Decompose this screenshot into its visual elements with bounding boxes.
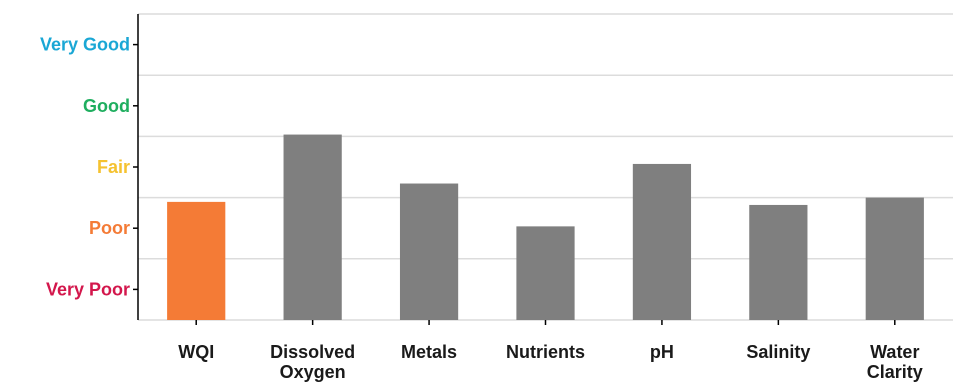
y-tick-label-very-poor: Very Poor xyxy=(46,279,130,299)
x-tick-label-water-clarity: Water Clarity xyxy=(867,342,923,382)
x-tick-label-metals: Metals xyxy=(401,342,457,362)
x-tick-label-wqi: WQI xyxy=(178,342,214,362)
x-tick-label-dissolved-oxygen: Dissolved Oxygen xyxy=(270,342,355,382)
gridlines xyxy=(138,13,953,321)
y-tick-label-fair: Fair xyxy=(97,157,130,177)
bar-metals xyxy=(399,183,459,320)
bars xyxy=(167,134,924,320)
y-tick-labels: Very Poor Poor Fair Good Very Good xyxy=(40,35,130,300)
bar-ph xyxy=(632,163,692,320)
y-tick-label-poor: Poor xyxy=(89,218,130,238)
bar-salinity xyxy=(749,204,808,320)
y-tick-label-very-good: Very Good xyxy=(40,35,130,55)
axes xyxy=(133,14,896,325)
bar-dissolved-oxygen xyxy=(283,134,342,320)
bar-water-clarity xyxy=(865,197,924,320)
bar-wqi xyxy=(167,201,226,320)
bar-nutrients xyxy=(516,226,575,320)
x-tick-label-salinity: Salinity xyxy=(746,342,810,362)
x-tick-label-ph: pH xyxy=(650,342,674,362)
x-tick-label-nutrients: Nutrients xyxy=(506,342,585,362)
y-tick-label-good: Good xyxy=(83,96,130,116)
x-tick-labels: WQI Dissolved Oxygen Metals Nutrients pH Salin… xyxy=(178,342,923,382)
